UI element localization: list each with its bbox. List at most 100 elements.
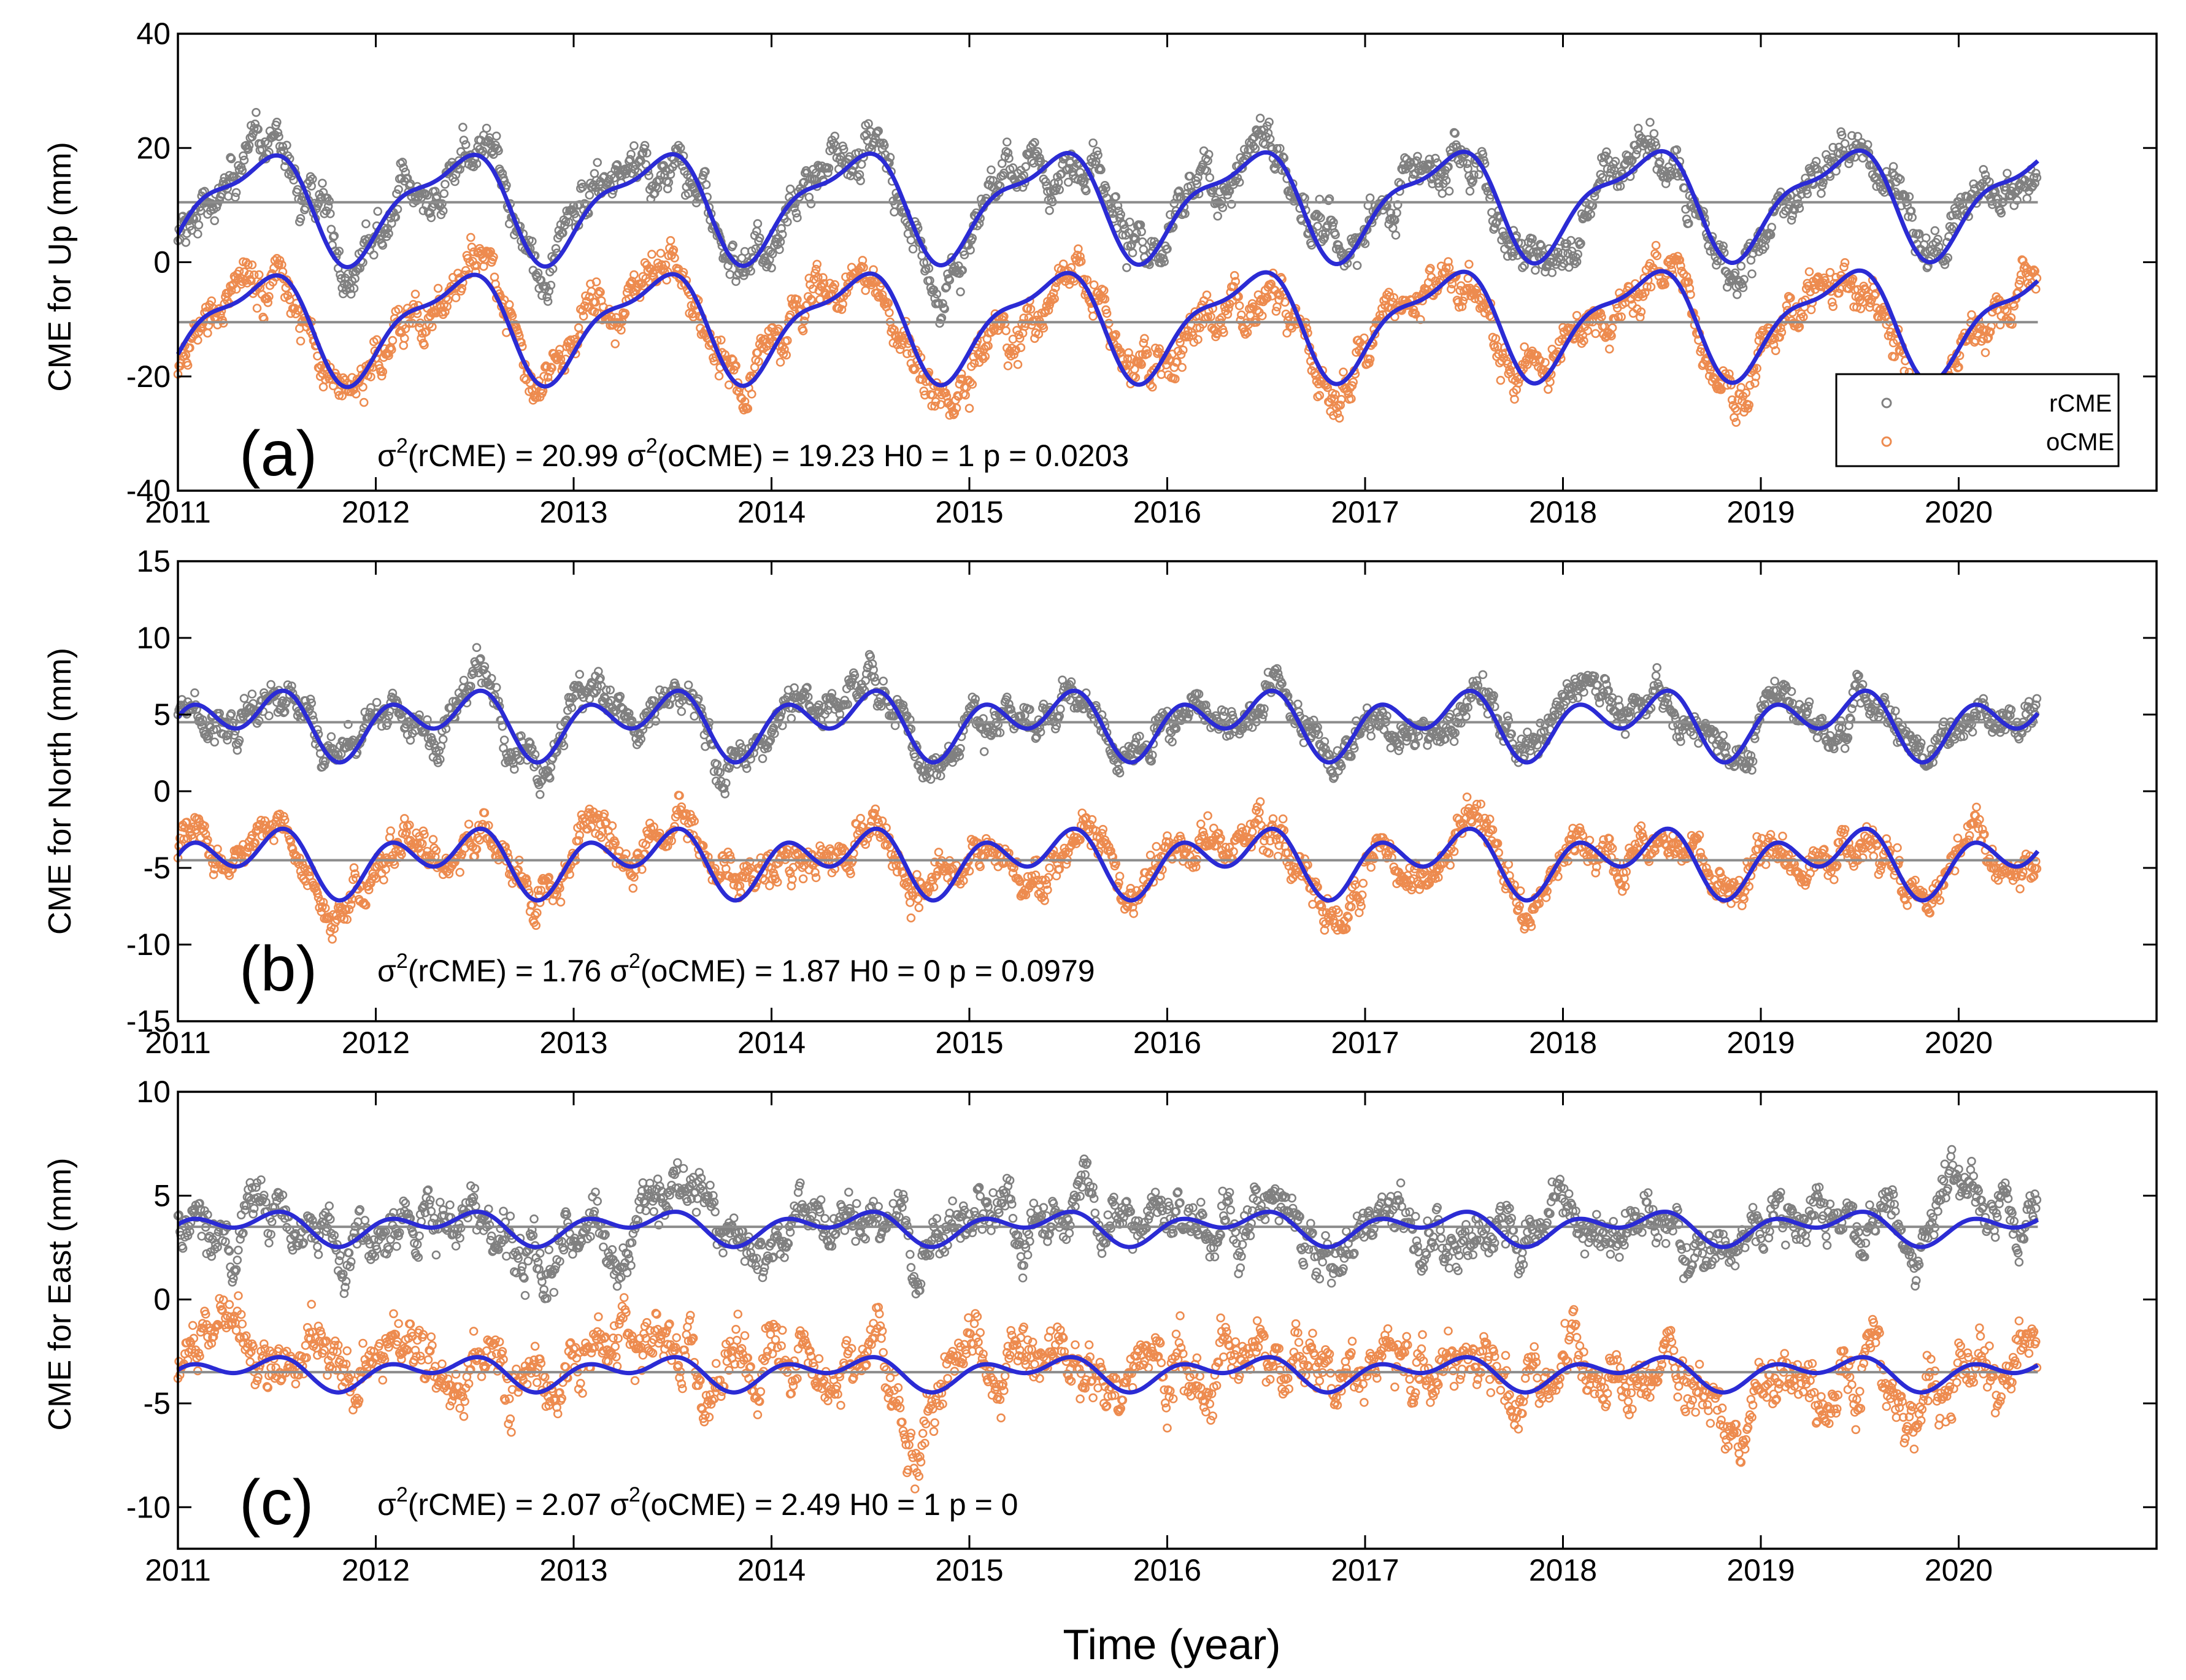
panel-a-xtick-label: 2012 — [342, 495, 410, 529]
panel-b-rcme-point — [239, 694, 249, 703]
panel-a-rcme-point — [1213, 211, 1222, 221]
panel-a-rcme-point — [593, 158, 602, 167]
panel-a-ocme-point — [504, 300, 514, 309]
panel-a-rcme-point — [604, 175, 614, 184]
panel-a-var-r: 20.99 — [542, 439, 618, 473]
panel-b-rcme-point — [472, 643, 482, 652]
panel-a-ocme-point — [252, 304, 262, 313]
panel-a-ocme-point — [1013, 359, 1023, 369]
panel-a-ocme-point — [1496, 375, 1506, 385]
panel-b-rcme-point — [247, 689, 257, 699]
panel-a-ocme-point — [1339, 367, 1348, 377]
panel-a-rcme-point — [1313, 221, 1322, 231]
panel-a-rcme-point — [1255, 113, 1265, 123]
panel-b-rcme-point — [683, 680, 693, 690]
panel-a-rcme-point — [494, 146, 503, 156]
panel-a-rcme-point — [793, 213, 802, 223]
panel-a-rcme-point — [1045, 205, 1054, 215]
panel-b-rcme-point — [787, 713, 796, 723]
panel-b-rcme-point — [879, 677, 888, 686]
panel-b-rcme-point — [326, 732, 336, 742]
panel-a-rcme-point — [307, 174, 317, 184]
panel-a-ocme-point — [574, 323, 583, 332]
panel-a-rcme-point — [393, 204, 402, 214]
panel-b-rcme-point — [677, 707, 687, 716]
panel-b-rcme-point — [499, 735, 509, 745]
panel-a-rcme-point — [578, 182, 587, 192]
panel-a-rcme-point — [253, 125, 263, 134]
panel-a-rcme-point — [272, 117, 282, 127]
panel-a: 2011 2012 2013 2014 2015 2016 2017 2018 2019 2020… — [42, 17, 2158, 529]
panel-a-ocme-point — [610, 339, 620, 348]
panel-a-rcme-point — [1465, 186, 1475, 196]
panel-a-rcme-point — [349, 283, 359, 293]
panel-a-ocme-point — [1980, 348, 1990, 358]
panel-a-rcme-point — [455, 164, 464, 174]
panel-a-rcme-point — [1122, 263, 1131, 272]
panel-a-rcme-point — [1817, 189, 1826, 198]
panel-a-rcme-point — [551, 244, 561, 253]
panel-a-rcme-point — [329, 231, 339, 240]
panel-a-rcme-point — [210, 216, 220, 226]
panel-a-ocme-point — [490, 272, 499, 282]
panel-a-ocme-point — [296, 336, 306, 346]
panel-a-ocme-point — [203, 328, 212, 338]
panel-a-rcme-point — [293, 185, 302, 194]
panel-a-rcme-point — [439, 189, 449, 198]
panel-a-rcme-point — [278, 142, 288, 152]
panel-a-ytick-label: 20 — [136, 131, 171, 165]
panel-a-h0: 1 — [958, 439, 975, 473]
panel-b-rcme-point — [438, 735, 448, 744]
panel-a-rcme-point — [391, 212, 401, 222]
panel-a-rcme-point — [908, 244, 918, 254]
panel-a-ocme-point — [1520, 342, 1529, 351]
panel-a-rcme-point — [239, 155, 249, 165]
panel-a-xtick-label: 2014 — [737, 495, 806, 529]
panel-a-xtick-label: 2019 — [1726, 495, 1795, 529]
panel-a-ytick-label: 0 — [153, 245, 171, 280]
panel-a-rcme-point — [392, 189, 401, 199]
panel-b-rcme-point — [372, 697, 382, 707]
panel-a-rcme-point — [753, 219, 763, 228]
panel-a-ocme-point — [410, 290, 420, 299]
panel-a-rcme-point — [373, 207, 383, 216]
panel-a-rcme-point — [656, 171, 666, 180]
panel-a-ocme-point — [747, 389, 756, 399]
panel-a-rcme-point — [987, 165, 996, 175]
panel-a-ocme-point — [1089, 280, 1099, 290]
panel-a-rcme-point — [438, 206, 448, 216]
panel-a-ocme-point — [318, 382, 328, 392]
panel-a-rcme-point — [239, 151, 248, 161]
panel-a-ytick-label: -20 — [126, 359, 171, 394]
panel-a-xtick-label: 2016 — [1133, 495, 1201, 529]
panel-a-rcme-point — [629, 141, 639, 150]
panel-a-rcme-point — [193, 229, 202, 239]
panel-a-ytick-label: 40 — [136, 17, 171, 51]
panel-a-xtick-label: 2018 — [1529, 495, 1597, 529]
panel-a-ocme-point — [1806, 305, 1816, 315]
panel-a-rcme-point — [461, 140, 471, 150]
panel-a-rcme-point — [231, 188, 241, 198]
panel-a-rcme-point — [301, 203, 310, 213]
panel-a-ocme-point — [656, 248, 666, 258]
panel-a-rcme-point — [478, 146, 488, 156]
panel-a-rcme-point — [441, 180, 450, 189]
panel-a-rcme-point — [527, 236, 537, 246]
panel-a-rcme-point — [273, 128, 283, 137]
panel-a-rcme-point — [296, 213, 306, 223]
panel-b-rcme-point — [758, 754, 768, 764]
panel-a-ocme-point — [1967, 310, 1976, 320]
panel-a-rcme-point — [1930, 226, 1940, 236]
panel-a-rcme-point — [1531, 266, 1540, 275]
panel-a-ocme-point — [1544, 385, 1553, 394]
panel-a-rcme-point — [1352, 261, 1362, 270]
panel-a-rcme-point — [482, 123, 491, 133]
panel-a-rcme-point — [1733, 290, 1742, 299]
panel-a-rcme-point — [890, 207, 899, 217]
panel-a-ocme-point — [714, 371, 724, 381]
panel-a-rcme-point — [369, 250, 379, 260]
panel-a-ocme-point — [1651, 240, 1661, 250]
panel-a-ocme-point — [1572, 310, 1582, 320]
panel-a-rcme-point — [491, 131, 501, 141]
panel-a-rcme-point — [543, 297, 553, 306]
